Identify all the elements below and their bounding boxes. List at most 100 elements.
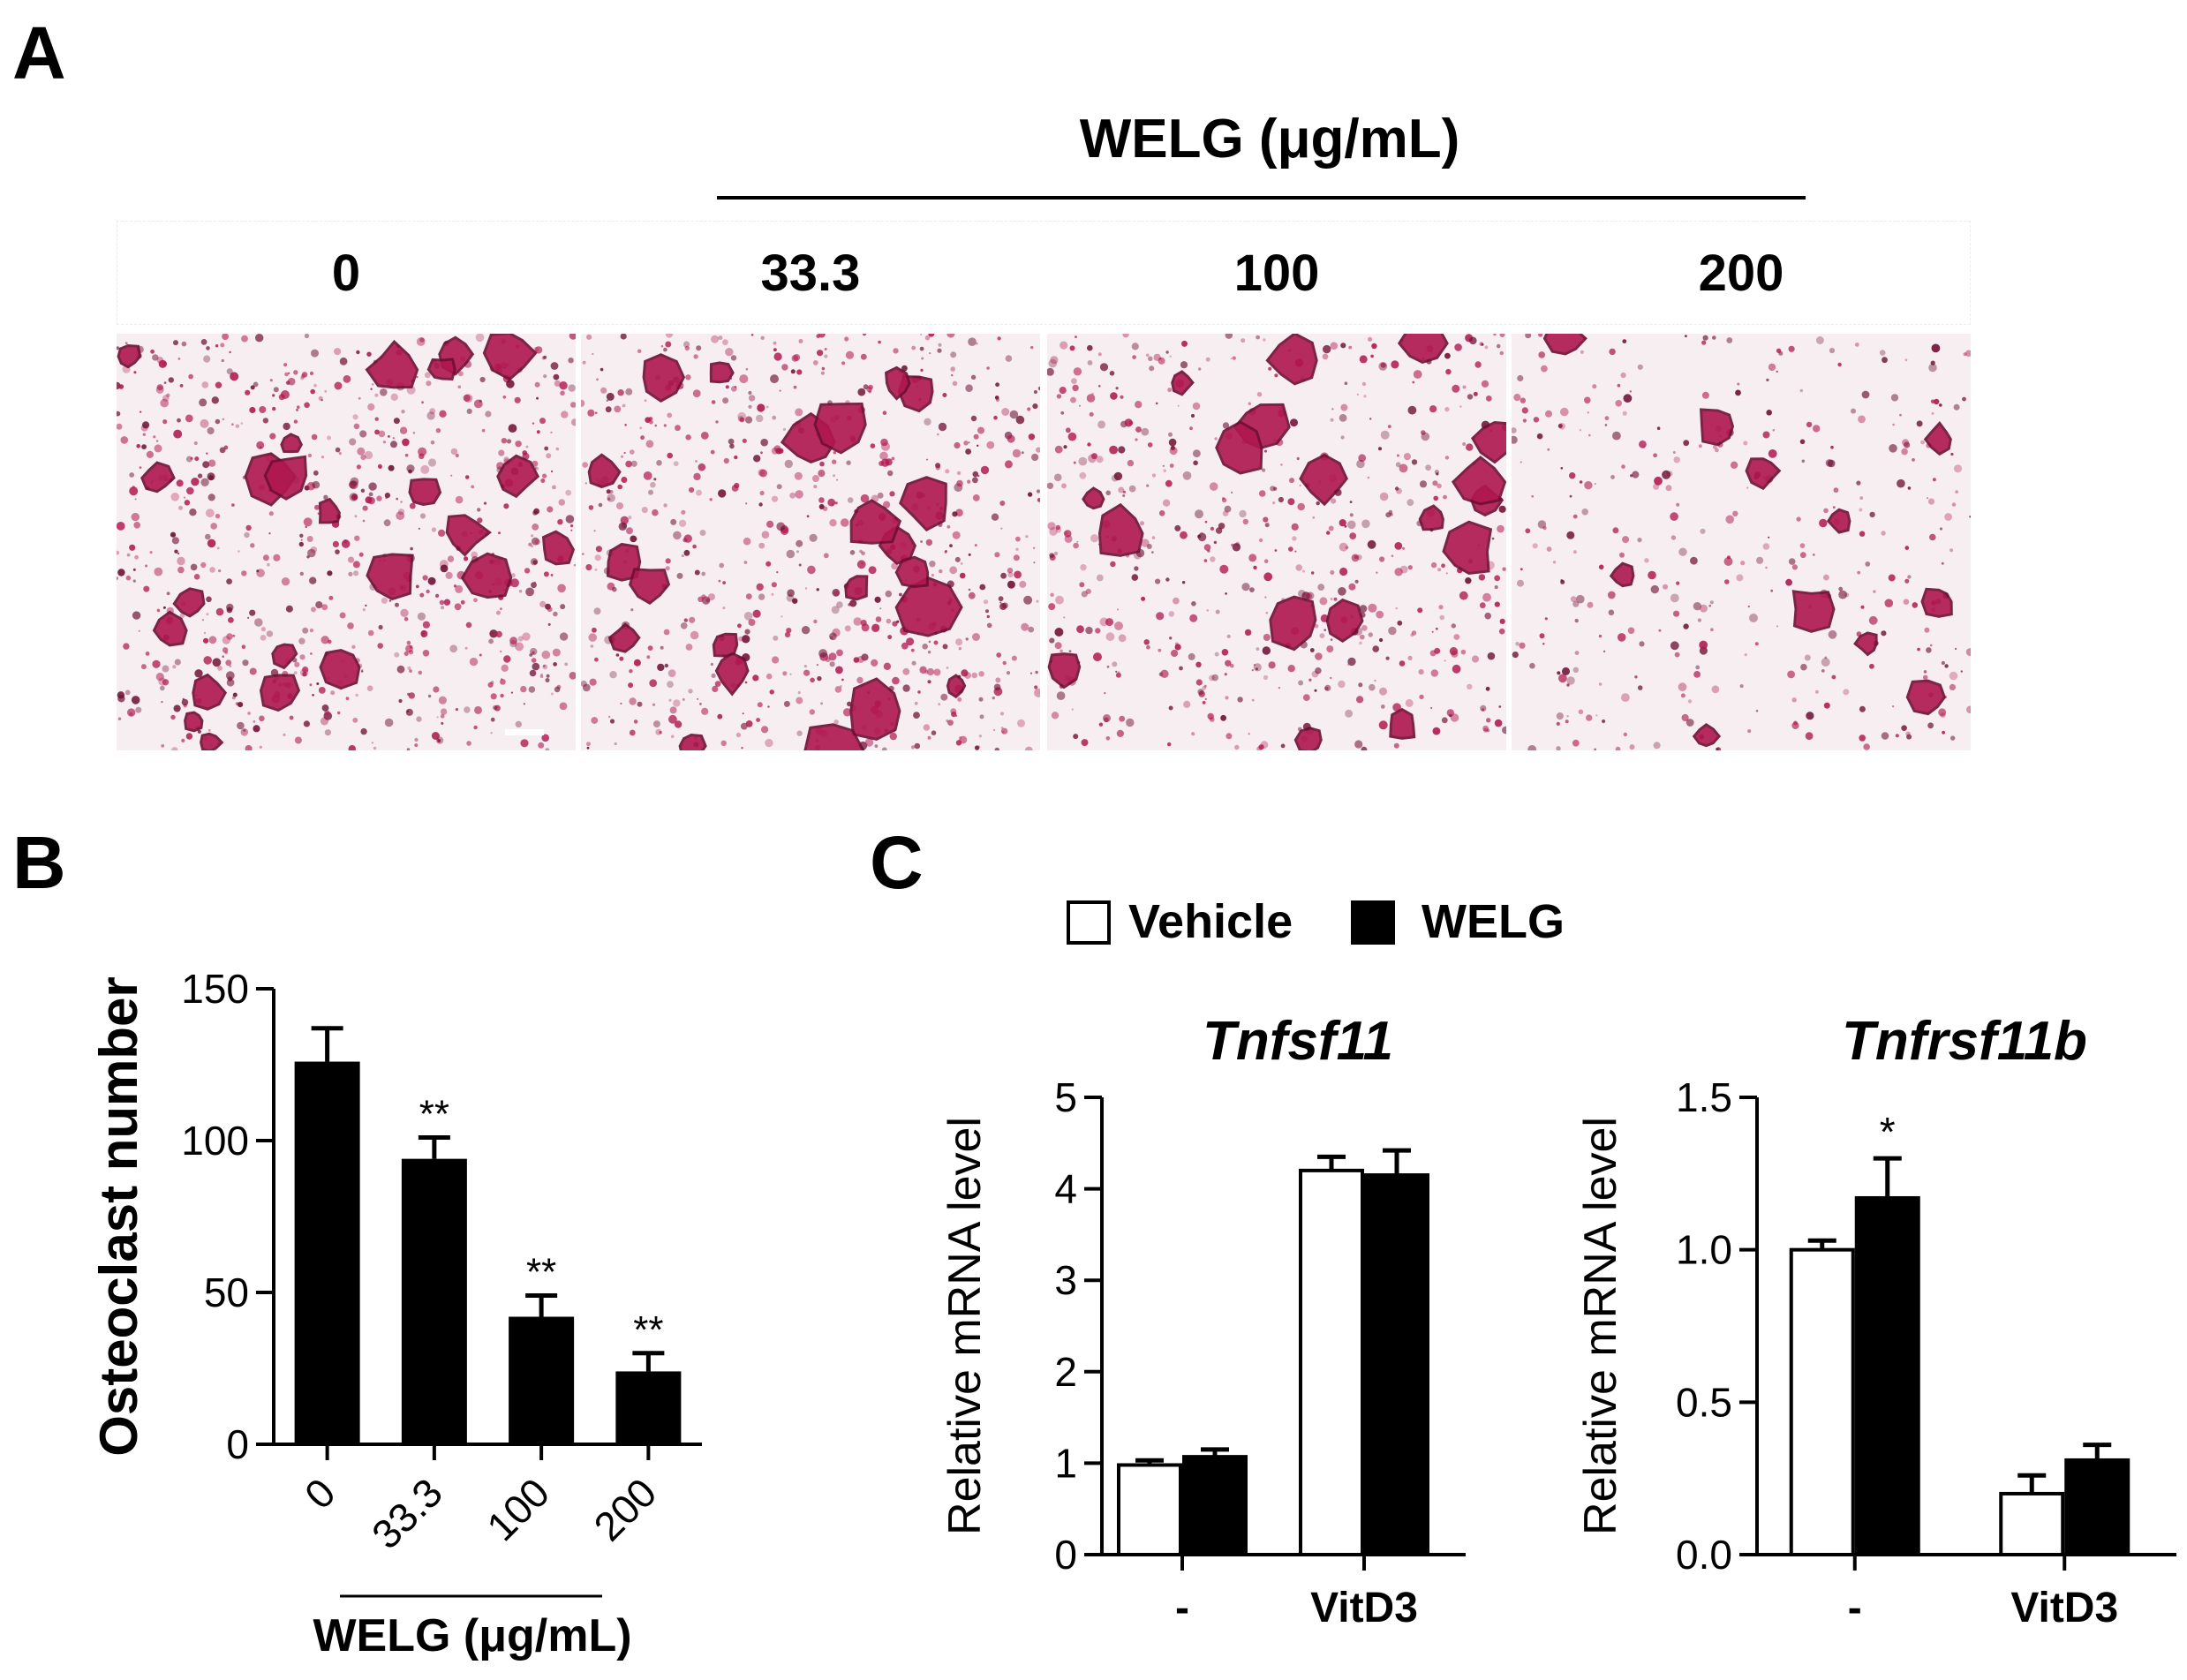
stain-speck	[1197, 532, 1207, 542]
stain-speck	[1965, 648, 1971, 657]
stain-speck	[396, 665, 405, 674]
stain-speck	[1322, 353, 1329, 360]
stain-speck	[688, 689, 693, 694]
stain-speck	[594, 657, 599, 662]
stain-speck	[637, 701, 643, 707]
stain-speck	[1215, 609, 1220, 614]
stain-speck	[1213, 540, 1218, 545]
stain-speck	[1356, 696, 1364, 704]
stain-speck	[1149, 365, 1155, 372]
stain-speck	[1670, 593, 1679, 603]
stain-speck	[938, 422, 947, 432]
stain-speck	[694, 569, 700, 576]
stain-speck	[156, 384, 163, 391]
stain-speck	[400, 608, 409, 617]
stain-speck	[743, 561, 748, 564]
stain-speck	[973, 433, 979, 440]
stain-speck	[996, 652, 1002, 658]
stain-speck	[1155, 402, 1158, 405]
stain-speck	[874, 744, 879, 748]
stain-speck	[1950, 735, 1956, 741]
stain-speck	[1931, 343, 1941, 353]
stain-speck	[1776, 625, 1779, 628]
stain-speck	[1210, 556, 1216, 562]
stain-speck	[1565, 719, 1569, 724]
stain-speck	[337, 711, 341, 715]
stain-speck	[1762, 431, 1770, 439]
stain-speck	[1225, 659, 1232, 667]
stain-speck	[1035, 670, 1038, 674]
stain-speck	[696, 345, 702, 351]
stain-speck	[1007, 568, 1014, 574]
stain-speck	[1060, 649, 1063, 653]
stain-speck	[1287, 498, 1295, 506]
stain-speck	[1436, 472, 1439, 476]
stain-speck	[937, 348, 942, 353]
stain-speck	[728, 438, 735, 445]
stain-speck	[269, 379, 273, 382]
osteoclast-cell	[184, 711, 204, 733]
stain-speck	[440, 713, 445, 719]
stain-speck	[999, 601, 1002, 604]
stain-speck	[417, 612, 426, 621]
osteoclast-cell	[1397, 334, 1449, 365]
stain-speck	[321, 636, 329, 644]
stain-speck	[221, 358, 224, 363]
stain-speck	[1394, 568, 1403, 576]
stain-speck	[937, 433, 939, 436]
stain-speck	[487, 682, 494, 688]
stain-speck	[685, 374, 691, 380]
stain-speck	[1141, 539, 1150, 547]
stain-speck	[1609, 348, 1616, 356]
stain-speck	[285, 605, 293, 613]
stain-speck	[1087, 442, 1091, 447]
chart-c2-y-tick-label: 1.5	[1676, 1074, 1732, 1120]
stain-speck	[991, 513, 999, 521]
stain-speck	[1087, 360, 1093, 365]
stain-speck	[625, 388, 633, 396]
stain-speck	[517, 636, 524, 642]
stain-speck	[667, 669, 676, 677]
stain-speck	[1726, 337, 1733, 343]
stain-speck	[207, 459, 216, 467]
stain-speck	[667, 452, 673, 459]
stain-speck	[1073, 461, 1076, 464]
stain-speck	[796, 539, 803, 547]
stain-speck	[222, 334, 229, 341]
stain-speck	[1743, 441, 1748, 446]
stain-speck	[1402, 546, 1406, 550]
stain-speck	[1378, 362, 1388, 371]
chart-c1-y-tick-label: 1	[1054, 1440, 1077, 1486]
stain-speck	[1805, 732, 1814, 741]
stain-speck	[1572, 739, 1580, 747]
stain-speck	[1890, 394, 1899, 402]
stain-speck	[696, 489, 702, 496]
stain-speck	[798, 563, 802, 567]
stain-speck	[887, 470, 894, 477]
stain-speck	[1358, 682, 1363, 688]
stain-speck	[403, 651, 409, 656]
stain-speck	[827, 498, 836, 507]
scale-bar	[505, 729, 544, 735]
stain-speck	[1033, 390, 1037, 394]
stain-speck	[1258, 744, 1264, 750]
stain-speck	[293, 419, 298, 424]
osteoclast-cell	[1609, 561, 1635, 588]
stain-speck	[1496, 343, 1501, 349]
stain-speck	[1056, 394, 1062, 399]
stain-speck	[911, 660, 916, 666]
chart-c1-y-tick-label: 3	[1054, 1257, 1077, 1303]
stain-speck	[1361, 381, 1367, 387]
stain-speck	[1274, 373, 1278, 378]
stain-speck	[946, 524, 951, 529]
stain-speck	[1610, 475, 1615, 479]
stain-speck	[582, 360, 586, 365]
stain-speck	[408, 692, 415, 699]
stain-speck	[833, 719, 839, 725]
stain-speck	[689, 486, 695, 493]
stain-speck	[378, 430, 386, 438]
stain-speck	[1146, 644, 1150, 650]
stain-speck	[1339, 542, 1348, 552]
stain-speck	[972, 494, 980, 501]
stain-speck	[818, 497, 825, 503]
